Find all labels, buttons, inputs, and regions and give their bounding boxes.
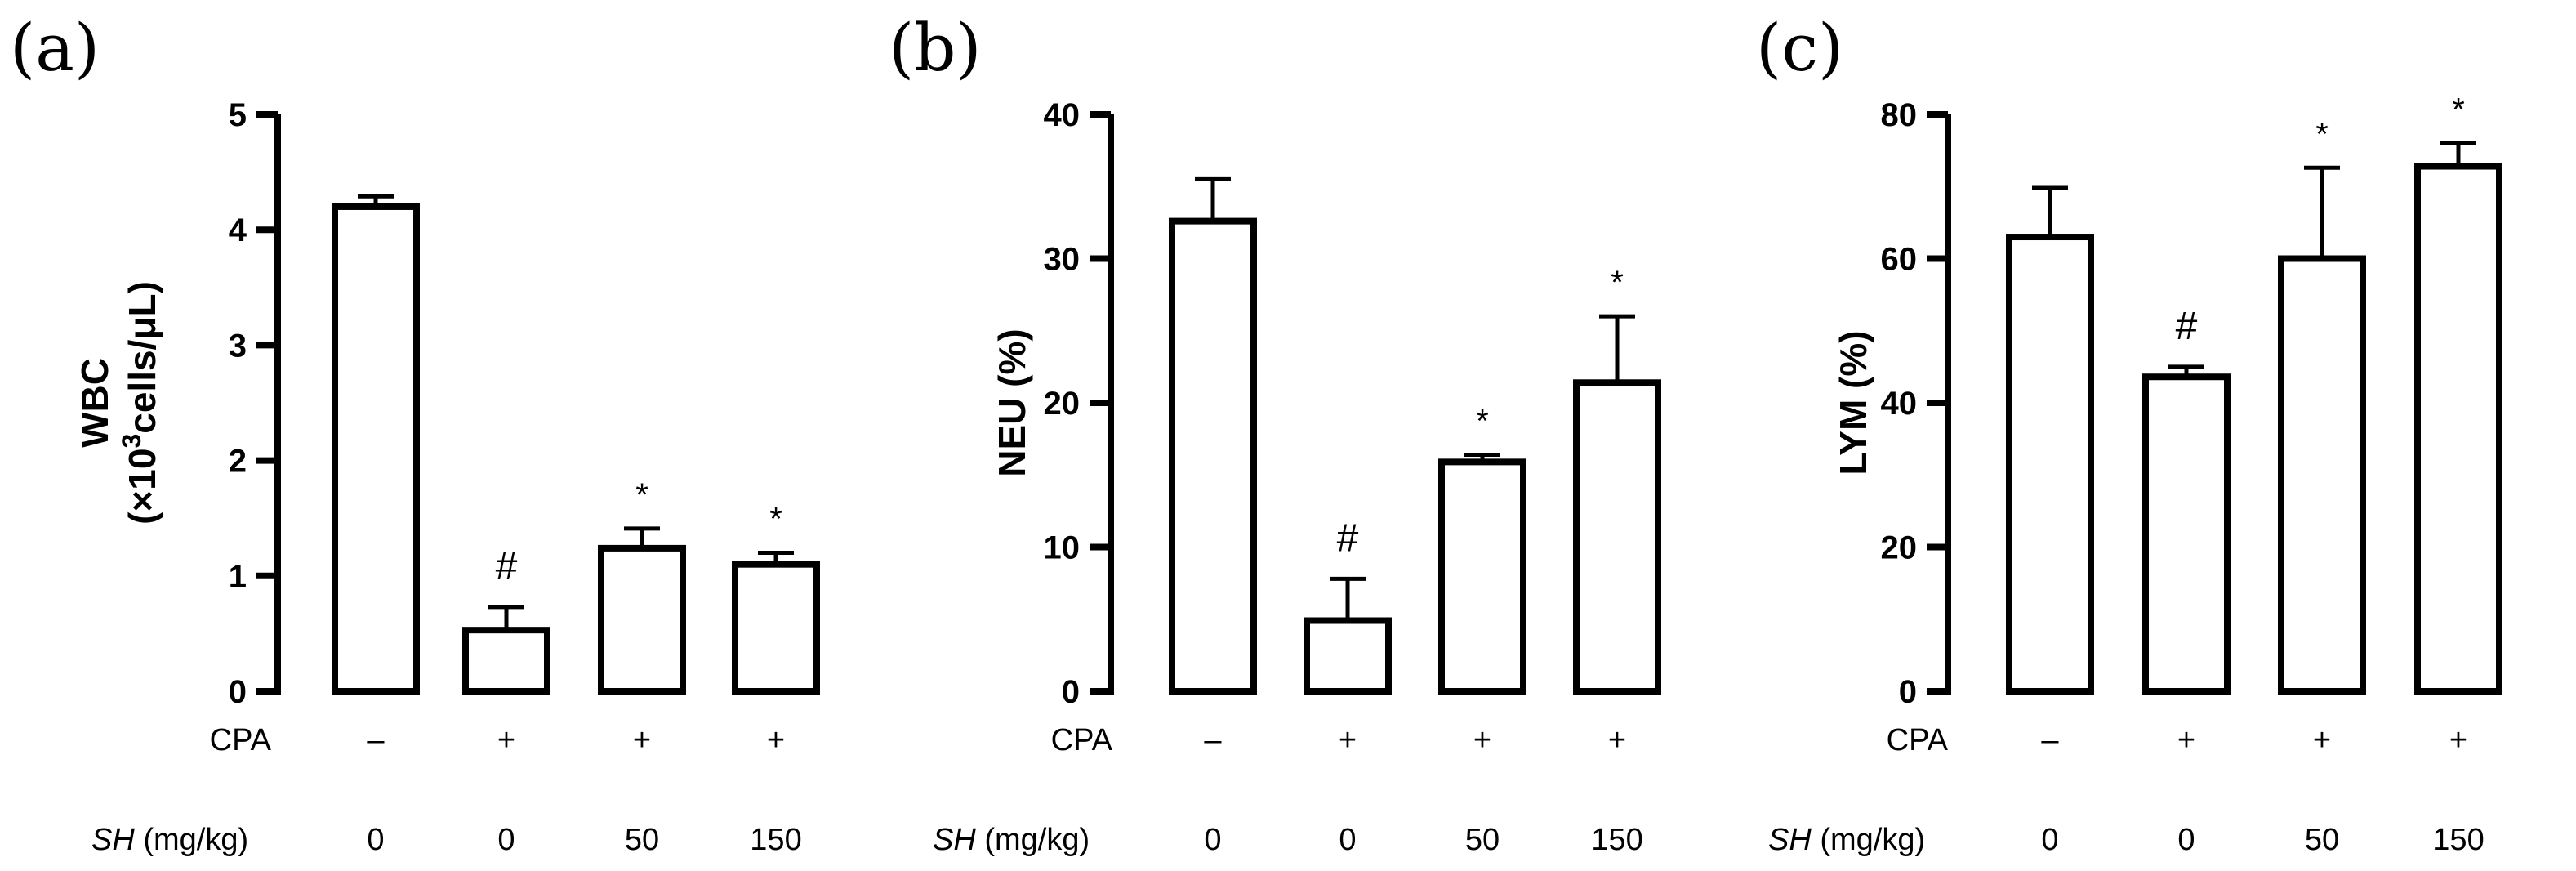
- significance-hash: #: [1337, 516, 1359, 560]
- bar-cpa-sh50: [2278, 255, 2366, 695]
- sh-dose-value: 150: [2432, 823, 2484, 857]
- bar-cpa-sh50: [1438, 458, 1526, 695]
- sh-row-label-italic: SH: [933, 823, 976, 857]
- sh-row-label: SH (mg/kg): [91, 823, 248, 857]
- y-tick-label: 0: [229, 674, 247, 710]
- cpa-value: +: [2313, 723, 2331, 757]
- cpa-value: +: [633, 723, 651, 757]
- bar-cpa-sh150: [2414, 163, 2502, 695]
- y-tick-label: 10: [1044, 530, 1081, 566]
- y-axis-title: WBC(×103cells/μL): [74, 281, 163, 525]
- significance-star: *: [635, 477, 648, 513]
- cpa-value: +: [1339, 723, 1357, 757]
- panel-label: (a): [10, 10, 100, 86]
- y-tick-label: 60: [1881, 242, 1918, 278]
- sh-dose-value: 0: [1339, 823, 1356, 857]
- y-tick-label: 20: [1044, 386, 1081, 422]
- sh-dose-value: 50: [2305, 823, 2339, 857]
- bar-cpa-sh150: [732, 561, 820, 695]
- bar-cpa: [1304, 617, 1392, 695]
- y-axis-title-superscript: 3: [117, 434, 146, 449]
- y-tick-label: 5: [229, 97, 247, 133]
- sh-row-label: SH (mg/kg): [1768, 823, 1925, 857]
- y-tick-label: 80: [1881, 97, 1918, 133]
- sh-dose-value: 0: [1204, 823, 1221, 857]
- y-axis-title: LYM (%): [1832, 330, 1874, 475]
- y-tick-label: 0: [1899, 674, 1917, 710]
- bar-control: [2006, 234, 2094, 695]
- sh-dose-value: 0: [367, 823, 384, 857]
- sh-dose-value: 150: [750, 823, 801, 857]
- y-axis-title-line2-suffix: cells/μL): [121, 281, 163, 434]
- panel-label: (c): [1756, 10, 1843, 86]
- bar-cpa-sh50: [598, 544, 686, 695]
- sh-row-label-unit: (mg/kg): [1812, 823, 1925, 857]
- y-axis-title: NEU (%): [991, 328, 1033, 476]
- sh-row-label-italic: SH: [91, 823, 135, 857]
- cpa-value: +: [1473, 723, 1491, 757]
- bar-cpa: [462, 627, 550, 695]
- cpa-value: +: [767, 723, 785, 757]
- significance-star: *: [769, 502, 782, 538]
- chart-panel-2: (b) 0 10 20 30 40 NEU (%) # * * CPA SH (mg/kg) – 0 +0 +…: [889, 10, 1661, 857]
- bar-cpa: [2142, 373, 2231, 695]
- y-tick-label: 4: [229, 212, 247, 248]
- y-axis-title-line1: WBC: [74, 358, 116, 448]
- significance-star: *: [2452, 92, 2465, 127]
- y-tick-label: 30: [1044, 242, 1081, 278]
- sh-row-label-italic: SH: [1768, 823, 1812, 857]
- cpa-value: +: [2449, 723, 2467, 757]
- y-tick-label: 20: [1881, 530, 1918, 566]
- bar-cpa-sh150: [1573, 379, 1661, 695]
- sh-row-label-unit: (mg/kg): [135, 823, 248, 857]
- cpa-row-label: CPA: [1051, 723, 1113, 757]
- y-axis-title-line2: (×10: [121, 449, 163, 525]
- y-tick-label: 2: [229, 444, 247, 480]
- sh-dose-value: 0: [497, 823, 515, 857]
- significance-star: *: [1476, 404, 1489, 440]
- y-tick-label: 40: [1881, 386, 1918, 422]
- sh-dose-value: 150: [1591, 823, 1642, 857]
- y-tick-label: 1: [229, 559, 247, 595]
- significance-hash: #: [2176, 305, 2198, 348]
- cpa-value: +: [497, 723, 515, 757]
- y-tick-label: 0: [1062, 674, 1080, 710]
- significance-star: *: [1611, 265, 1624, 301]
- bar-control: [1169, 217, 1257, 695]
- y-tick-label: 40: [1044, 97, 1081, 133]
- cpa-value: –: [2041, 723, 2059, 757]
- cpa-row-label: CPA: [210, 723, 272, 757]
- cpa-value: +: [1608, 723, 1626, 757]
- cpa-value: +: [2177, 723, 2195, 757]
- sh-row-label-unit: (mg/kg): [976, 823, 1090, 857]
- cpa-value: –: [367, 723, 385, 757]
- bar-control: [332, 203, 420, 695]
- significance-hash: #: [496, 545, 518, 588]
- cpa-value: –: [1204, 723, 1222, 757]
- sh-dose-value: 50: [625, 823, 659, 857]
- chart-panel-3: (c) 0 20 40 60 80 LYM (%) # * * CPA SH (mg/kg) – 0 +0 +…: [1756, 10, 2502, 857]
- panel-label: (b): [889, 10, 982, 86]
- sh-dose-value: 0: [2177, 823, 2195, 857]
- y-tick-label: 3: [229, 328, 247, 364]
- sh-dose-value: 0: [2041, 823, 2058, 857]
- significance-star: *: [2315, 116, 2329, 152]
- sh-row-label: SH (mg/kg): [933, 823, 1090, 857]
- cpa-row-label: CPA: [1887, 723, 1949, 757]
- sh-dose-value: 50: [1465, 823, 1500, 857]
